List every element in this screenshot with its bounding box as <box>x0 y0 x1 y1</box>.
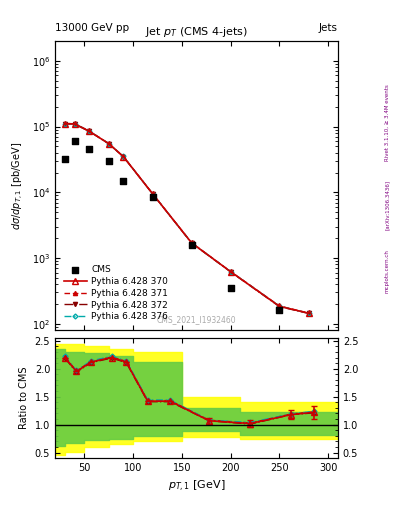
CMS <box>189 241 195 249</box>
Pythia 6.428 372 <box>277 304 282 310</box>
Pythia 6.428 372 <box>107 141 111 147</box>
Pythia 6.428 376 <box>228 269 233 275</box>
Pythia 6.428 371 <box>72 120 77 126</box>
CMS <box>72 137 78 145</box>
CMS <box>120 177 127 185</box>
Pythia 6.428 370 <box>189 240 194 246</box>
Pythia 6.428 371 <box>87 128 92 134</box>
Pythia 6.428 371 <box>150 190 155 197</box>
Pythia 6.428 376 <box>107 140 111 146</box>
CMS <box>106 157 112 165</box>
Pythia 6.428 376 <box>121 154 126 160</box>
Text: [arXiv:1306.3436]: [arXiv:1306.3436] <box>385 180 389 230</box>
Pythia 6.428 370 <box>228 269 233 275</box>
Pythia 6.428 371 <box>189 240 194 246</box>
Pythia 6.428 372 <box>72 121 77 127</box>
Pythia 6.428 370 <box>62 121 67 127</box>
Y-axis label: Ratio to CMS: Ratio to CMS <box>19 367 29 430</box>
Pythia 6.428 370 <box>87 128 92 134</box>
X-axis label: $p_{T,1}$ [GeV]: $p_{T,1}$ [GeV] <box>168 479 225 494</box>
Line: Pythia 6.428 372: Pythia 6.428 372 <box>63 122 311 315</box>
Text: mcplots.cern.ch: mcplots.cern.ch <box>385 249 389 293</box>
Pythia 6.428 372 <box>87 129 92 135</box>
Pythia 6.428 372 <box>228 269 233 275</box>
Title: Jet $p_T$ (CMS 4-jets): Jet $p_T$ (CMS 4-jets) <box>145 26 248 39</box>
Pythia 6.428 370 <box>107 140 111 146</box>
Pythia 6.428 376 <box>150 190 155 197</box>
Legend: CMS, Pythia 6.428 370, Pythia 6.428 371, Pythia 6.428 372, Pythia 6.428 376: CMS, Pythia 6.428 370, Pythia 6.428 371,… <box>59 261 173 326</box>
CMS <box>228 284 234 292</box>
Pythia 6.428 372 <box>307 310 311 316</box>
Text: 13000 GeV pp: 13000 GeV pp <box>55 23 129 33</box>
Line: Pythia 6.428 370: Pythia 6.428 370 <box>62 121 312 316</box>
Pythia 6.428 372 <box>62 121 67 127</box>
Pythia 6.428 376 <box>189 240 194 246</box>
Text: Jets: Jets <box>319 23 338 33</box>
CMS <box>62 155 68 163</box>
CMS <box>149 193 156 201</box>
Pythia 6.428 371 <box>228 268 233 274</box>
Pythia 6.428 370 <box>150 190 155 197</box>
Pythia 6.428 371 <box>62 120 67 126</box>
Pythia 6.428 371 <box>277 303 282 309</box>
Text: Rivet 3.1.10, ≥ 3.4M events: Rivet 3.1.10, ≥ 3.4M events <box>385 84 389 161</box>
Line: Pythia 6.428 371: Pythia 6.428 371 <box>63 121 311 315</box>
Pythia 6.428 371 <box>107 140 111 146</box>
Pythia 6.428 376 <box>277 303 282 309</box>
Y-axis label: $d\sigma/dp_{T,1}$ [pb/GeV]: $d\sigma/dp_{T,1}$ [pb/GeV] <box>11 141 26 230</box>
Pythia 6.428 370 <box>307 310 311 316</box>
Pythia 6.428 371 <box>121 153 126 159</box>
Pythia 6.428 370 <box>277 303 282 309</box>
Pythia 6.428 370 <box>72 121 77 127</box>
Line: Pythia 6.428 376: Pythia 6.428 376 <box>63 122 310 315</box>
Pythia 6.428 376 <box>62 121 67 127</box>
CMS <box>276 306 283 314</box>
Pythia 6.428 376 <box>307 310 311 316</box>
Text: CMS_2021_I1932460: CMS_2021_I1932460 <box>157 315 236 325</box>
Pythia 6.428 372 <box>189 240 194 246</box>
Pythia 6.428 376 <box>87 128 92 134</box>
Pythia 6.428 372 <box>121 154 126 160</box>
Pythia 6.428 376 <box>72 121 77 127</box>
CMS <box>86 145 92 154</box>
Pythia 6.428 370 <box>121 154 126 160</box>
Pythia 6.428 371 <box>307 310 311 316</box>
Pythia 6.428 372 <box>150 191 155 197</box>
